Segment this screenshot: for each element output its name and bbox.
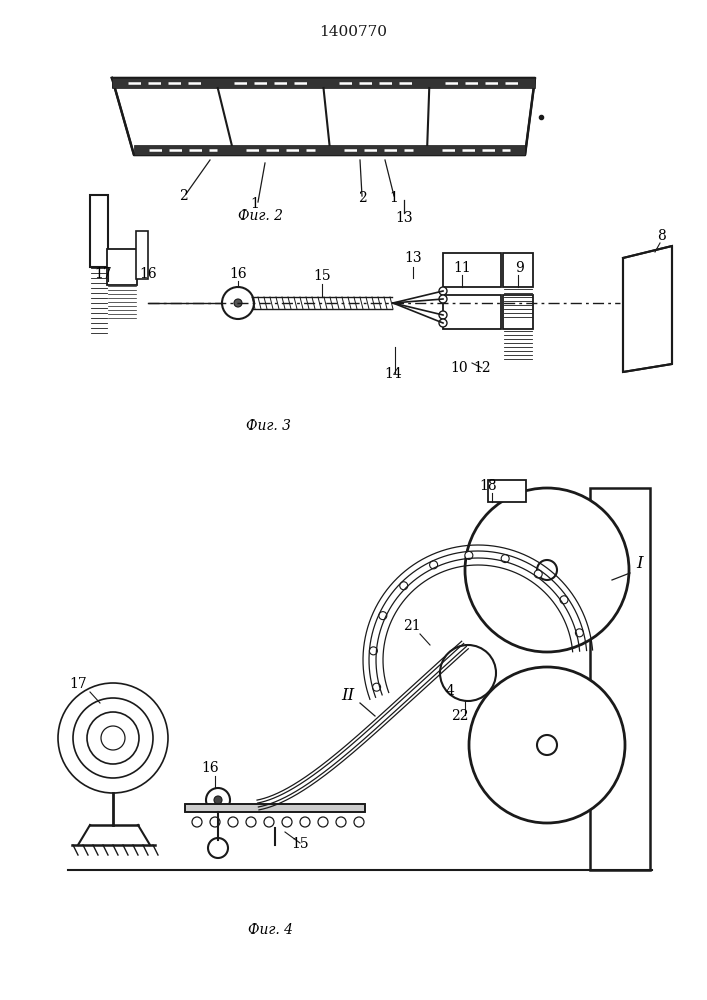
Text: 1400770: 1400770 <box>319 25 387 39</box>
Circle shape <box>208 838 228 858</box>
Bar <box>590 488 650 870</box>
Text: 2: 2 <box>358 191 366 205</box>
Circle shape <box>439 287 447 295</box>
Polygon shape <box>134 145 525 155</box>
Text: 16: 16 <box>229 267 247 281</box>
Circle shape <box>373 683 380 691</box>
Bar <box>503 295 533 329</box>
Circle shape <box>246 817 256 827</box>
Text: 15: 15 <box>291 837 309 851</box>
Circle shape <box>537 735 557 755</box>
Text: 14: 14 <box>384 367 402 381</box>
Circle shape <box>369 647 378 655</box>
Circle shape <box>439 311 447 319</box>
Circle shape <box>534 570 542 578</box>
Text: 18: 18 <box>479 479 497 493</box>
Circle shape <box>440 645 496 701</box>
Circle shape <box>264 817 274 827</box>
Text: 1: 1 <box>250 197 259 211</box>
Bar <box>90 195 108 267</box>
Text: 12: 12 <box>473 361 491 375</box>
Text: 11: 11 <box>453 261 471 275</box>
Circle shape <box>465 488 629 652</box>
Circle shape <box>214 796 222 804</box>
Circle shape <box>318 817 328 827</box>
Polygon shape <box>112 78 535 88</box>
Circle shape <box>464 551 473 559</box>
Polygon shape <box>623 246 672 372</box>
Text: 15: 15 <box>313 269 331 283</box>
Bar <box>488 480 526 502</box>
Circle shape <box>430 561 438 569</box>
Bar <box>443 295 501 329</box>
Circle shape <box>222 287 254 319</box>
Circle shape <box>192 817 202 827</box>
Text: 10: 10 <box>450 361 468 375</box>
Circle shape <box>439 295 447 303</box>
Text: 17: 17 <box>94 267 112 281</box>
Circle shape <box>228 817 238 827</box>
Text: 16: 16 <box>201 761 218 775</box>
Text: 1: 1 <box>390 191 399 205</box>
Text: 13: 13 <box>395 211 413 225</box>
Bar <box>185 804 365 812</box>
Bar <box>107 249 137 285</box>
Text: 4: 4 <box>445 684 455 698</box>
Polygon shape <box>112 78 535 155</box>
Bar <box>185 804 365 812</box>
Bar <box>503 253 533 287</box>
Text: 22: 22 <box>451 709 469 723</box>
Text: 13: 13 <box>404 251 422 265</box>
Text: Фиг. 3: Фиг. 3 <box>245 419 291 433</box>
Circle shape <box>282 817 292 827</box>
Text: 9: 9 <box>515 261 525 275</box>
Circle shape <box>379 612 387 620</box>
Circle shape <box>210 817 220 827</box>
Circle shape <box>336 817 346 827</box>
Bar <box>443 253 501 287</box>
Text: 8: 8 <box>658 229 667 243</box>
Bar <box>136 231 148 279</box>
Polygon shape <box>112 78 535 88</box>
Circle shape <box>501 555 509 563</box>
Circle shape <box>399 582 408 590</box>
Circle shape <box>439 319 447 327</box>
Circle shape <box>354 817 364 827</box>
Text: Фиг. 4: Фиг. 4 <box>247 923 293 937</box>
Circle shape <box>575 629 583 637</box>
Circle shape <box>206 788 230 812</box>
Text: II: II <box>341 687 355 704</box>
Text: 17: 17 <box>69 677 87 691</box>
Circle shape <box>234 299 242 307</box>
Circle shape <box>469 667 625 823</box>
Text: 16: 16 <box>139 267 157 281</box>
Text: 21: 21 <box>403 619 421 633</box>
Circle shape <box>537 560 557 580</box>
Text: 2: 2 <box>179 189 187 203</box>
Text: I: I <box>637 555 643 572</box>
Circle shape <box>300 817 310 827</box>
Circle shape <box>560 596 568 604</box>
Text: Фиг. 2: Фиг. 2 <box>238 209 283 223</box>
